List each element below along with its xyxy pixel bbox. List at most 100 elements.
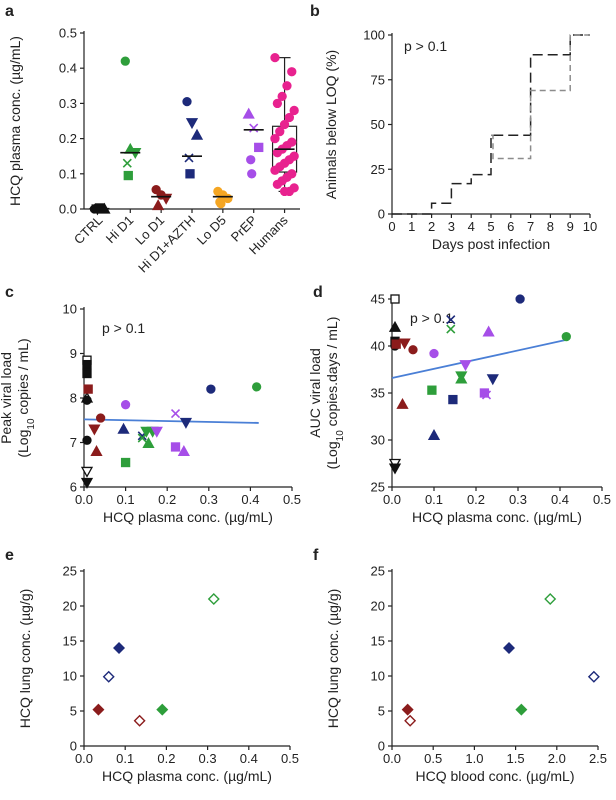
panel-d-point-shape bbox=[391, 339, 401, 349]
panel-a-point-humans bbox=[277, 91, 287, 102]
panel-c-point-shape bbox=[142, 437, 155, 449]
panel-a-category-label: Hi D1 bbox=[103, 213, 137, 247]
panel-c-point bbox=[117, 422, 130, 434]
panel-f-letter: f bbox=[313, 547, 319, 564]
panel-a-point-hi-d1-azth-shape bbox=[185, 169, 195, 179]
panel-a-point-hi-d1-azth bbox=[185, 169, 195, 179]
panel-c-point bbox=[177, 445, 190, 457]
panel-a-point-prep-shape bbox=[246, 155, 256, 165]
panel-a-point-humans-shape bbox=[279, 186, 290, 197]
panel-e-xtick-label: 0.4 bbox=[240, 751, 258, 766]
panel-d-point-shape bbox=[482, 325, 495, 337]
panel-c-xtick-label: 0.1 bbox=[117, 492, 135, 507]
panel-a-point-hi-d1-azth-shape bbox=[185, 118, 199, 130]
panel-d-xtick-label: 0.1 bbox=[425, 492, 443, 507]
panel-c-point-shape bbox=[83, 384, 93, 394]
panel-d-point bbox=[455, 372, 468, 384]
panel-d-ytick-label: 40 bbox=[371, 339, 385, 354]
panel-a-point-lo-d5 bbox=[223, 193, 233, 204]
panel-a-point-hi-d1-azth bbox=[184, 153, 194, 163]
panel-e-ytick-label: 25 bbox=[63, 564, 77, 579]
panel-d-point-shape bbox=[388, 463, 402, 475]
panel-e-ytick-label: 0 bbox=[70, 739, 77, 754]
panel-b-xtick-label: 5 bbox=[487, 219, 494, 234]
panel-d-ytick-label: 25 bbox=[371, 480, 385, 495]
panel-a-point-hi-d1-shape bbox=[123, 170, 133, 181]
panel-d-letter: d bbox=[313, 284, 323, 301]
panel-d-point bbox=[388, 320, 402, 332]
panel-b-ytick-label: 100 bbox=[363, 28, 385, 43]
panel-a-point-humans bbox=[270, 133, 280, 144]
panel-c-point-shape bbox=[117, 422, 130, 434]
panel-c-xlabel: HCQ plasma conc. (µg/mL) bbox=[103, 509, 273, 525]
panel-e-ytick-label: 20 bbox=[63, 599, 77, 614]
panel-f-xtick-label: 0.0 bbox=[383, 751, 401, 766]
panel-c-letter: c bbox=[5, 284, 14, 301]
panel-b-xlabel: Days post infection bbox=[432, 236, 550, 252]
panel-c-point-shape bbox=[82, 435, 92, 445]
panel-f-ytick-label: 5 bbox=[378, 704, 385, 719]
panel-d-xtick-label: 0.5 bbox=[593, 492, 611, 507]
panel-c-point bbox=[82, 435, 92, 445]
panel-f-point bbox=[587, 670, 600, 683]
panel-c-ytick-label: 8 bbox=[70, 391, 77, 406]
panel-a-point-lo-d5-shape bbox=[223, 193, 233, 204]
panel-a-point-ctrl bbox=[91, 204, 104, 216]
panel-a-point-humans bbox=[284, 112, 295, 123]
panel-a-point-humans bbox=[275, 126, 285, 137]
panel-c-point-shape bbox=[90, 445, 103, 457]
panel-d-point bbox=[429, 348, 439, 359]
panel-d-point-shape bbox=[429, 348, 439, 359]
panel-d-point-shape bbox=[448, 394, 458, 405]
panel-d-point-shape bbox=[455, 372, 468, 384]
panel-d-point-shape bbox=[427, 428, 441, 440]
panel-a-ylabel: HCQ plasma conc. (µg/mL) bbox=[7, 36, 23, 206]
panel-d-trend-line bbox=[391, 338, 569, 379]
panel-e-xtick-label: 0.0 bbox=[75, 751, 93, 766]
panel-d-xtick-label: 0.4 bbox=[551, 492, 569, 507]
panel-c-point-shape bbox=[137, 433, 147, 443]
panel-b-xtick-label: 3 bbox=[448, 219, 455, 234]
panel-f-xtick-label: 2.0 bbox=[548, 751, 566, 766]
panel-c-point-shape bbox=[82, 368, 92, 379]
panel-d-point-shape bbox=[561, 331, 571, 342]
panel-b-annotation: p > 0.1 bbox=[404, 38, 447, 54]
panel-a-point-humans-shape bbox=[287, 67, 297, 77]
panel-e-point bbox=[102, 670, 115, 683]
panel-d-point bbox=[446, 315, 456, 325]
panel-d-ytick-label: 45 bbox=[371, 292, 385, 307]
panel-d-point bbox=[427, 428, 441, 440]
panel-a-point-hi-d1-azth-shape bbox=[182, 96, 192, 107]
panel-a-point-humans-shape bbox=[270, 165, 280, 175]
panel-a-point-humans-shape bbox=[272, 179, 283, 190]
panel-a-point-hi-d1-shape bbox=[120, 56, 130, 66]
panel-f-point bbox=[503, 642, 515, 654]
panel-c-point-shape bbox=[150, 426, 163, 438]
panel-b-xtick-label: 2 bbox=[428, 219, 435, 234]
panel-f-ytick-label: 25 bbox=[371, 564, 385, 579]
panel-a-point-lo-d1 bbox=[152, 199, 165, 211]
panel-b-letter: b bbox=[310, 3, 320, 20]
panel-f-ytick-label: 20 bbox=[371, 599, 385, 614]
panel-a-letter: a bbox=[5, 3, 14, 20]
panel-c-point bbox=[179, 417, 193, 429]
panel-a-point-humans bbox=[279, 186, 290, 197]
panel-d-xtick-label: 0.2 bbox=[467, 492, 485, 507]
panel-a-category-label: CTRL bbox=[71, 213, 106, 248]
panel-c-point bbox=[120, 400, 131, 410]
panel-a-point-hi-d1 bbox=[123, 170, 133, 181]
panel-b-xtick-label: 8 bbox=[547, 219, 554, 234]
panel-a-point-humans-shape bbox=[284, 112, 295, 123]
panel-d-point bbox=[515, 294, 525, 304]
panel-d-point bbox=[561, 331, 571, 342]
panel-c-point bbox=[150, 426, 163, 438]
panel-a-point-humans-shape bbox=[277, 91, 287, 102]
panel-d-point-shape bbox=[398, 338, 411, 350]
panel-a-point-prep-shape bbox=[242, 107, 255, 119]
panel-d-point-shape bbox=[486, 374, 499, 386]
panel-e-xtick-label: 0.5 bbox=[281, 751, 299, 766]
panel-f-point bbox=[404, 714, 417, 727]
panel-a-point-prep bbox=[249, 123, 259, 133]
panel-c-point-shape bbox=[251, 382, 262, 392]
panel-b-ytick-label: 25 bbox=[371, 162, 385, 177]
